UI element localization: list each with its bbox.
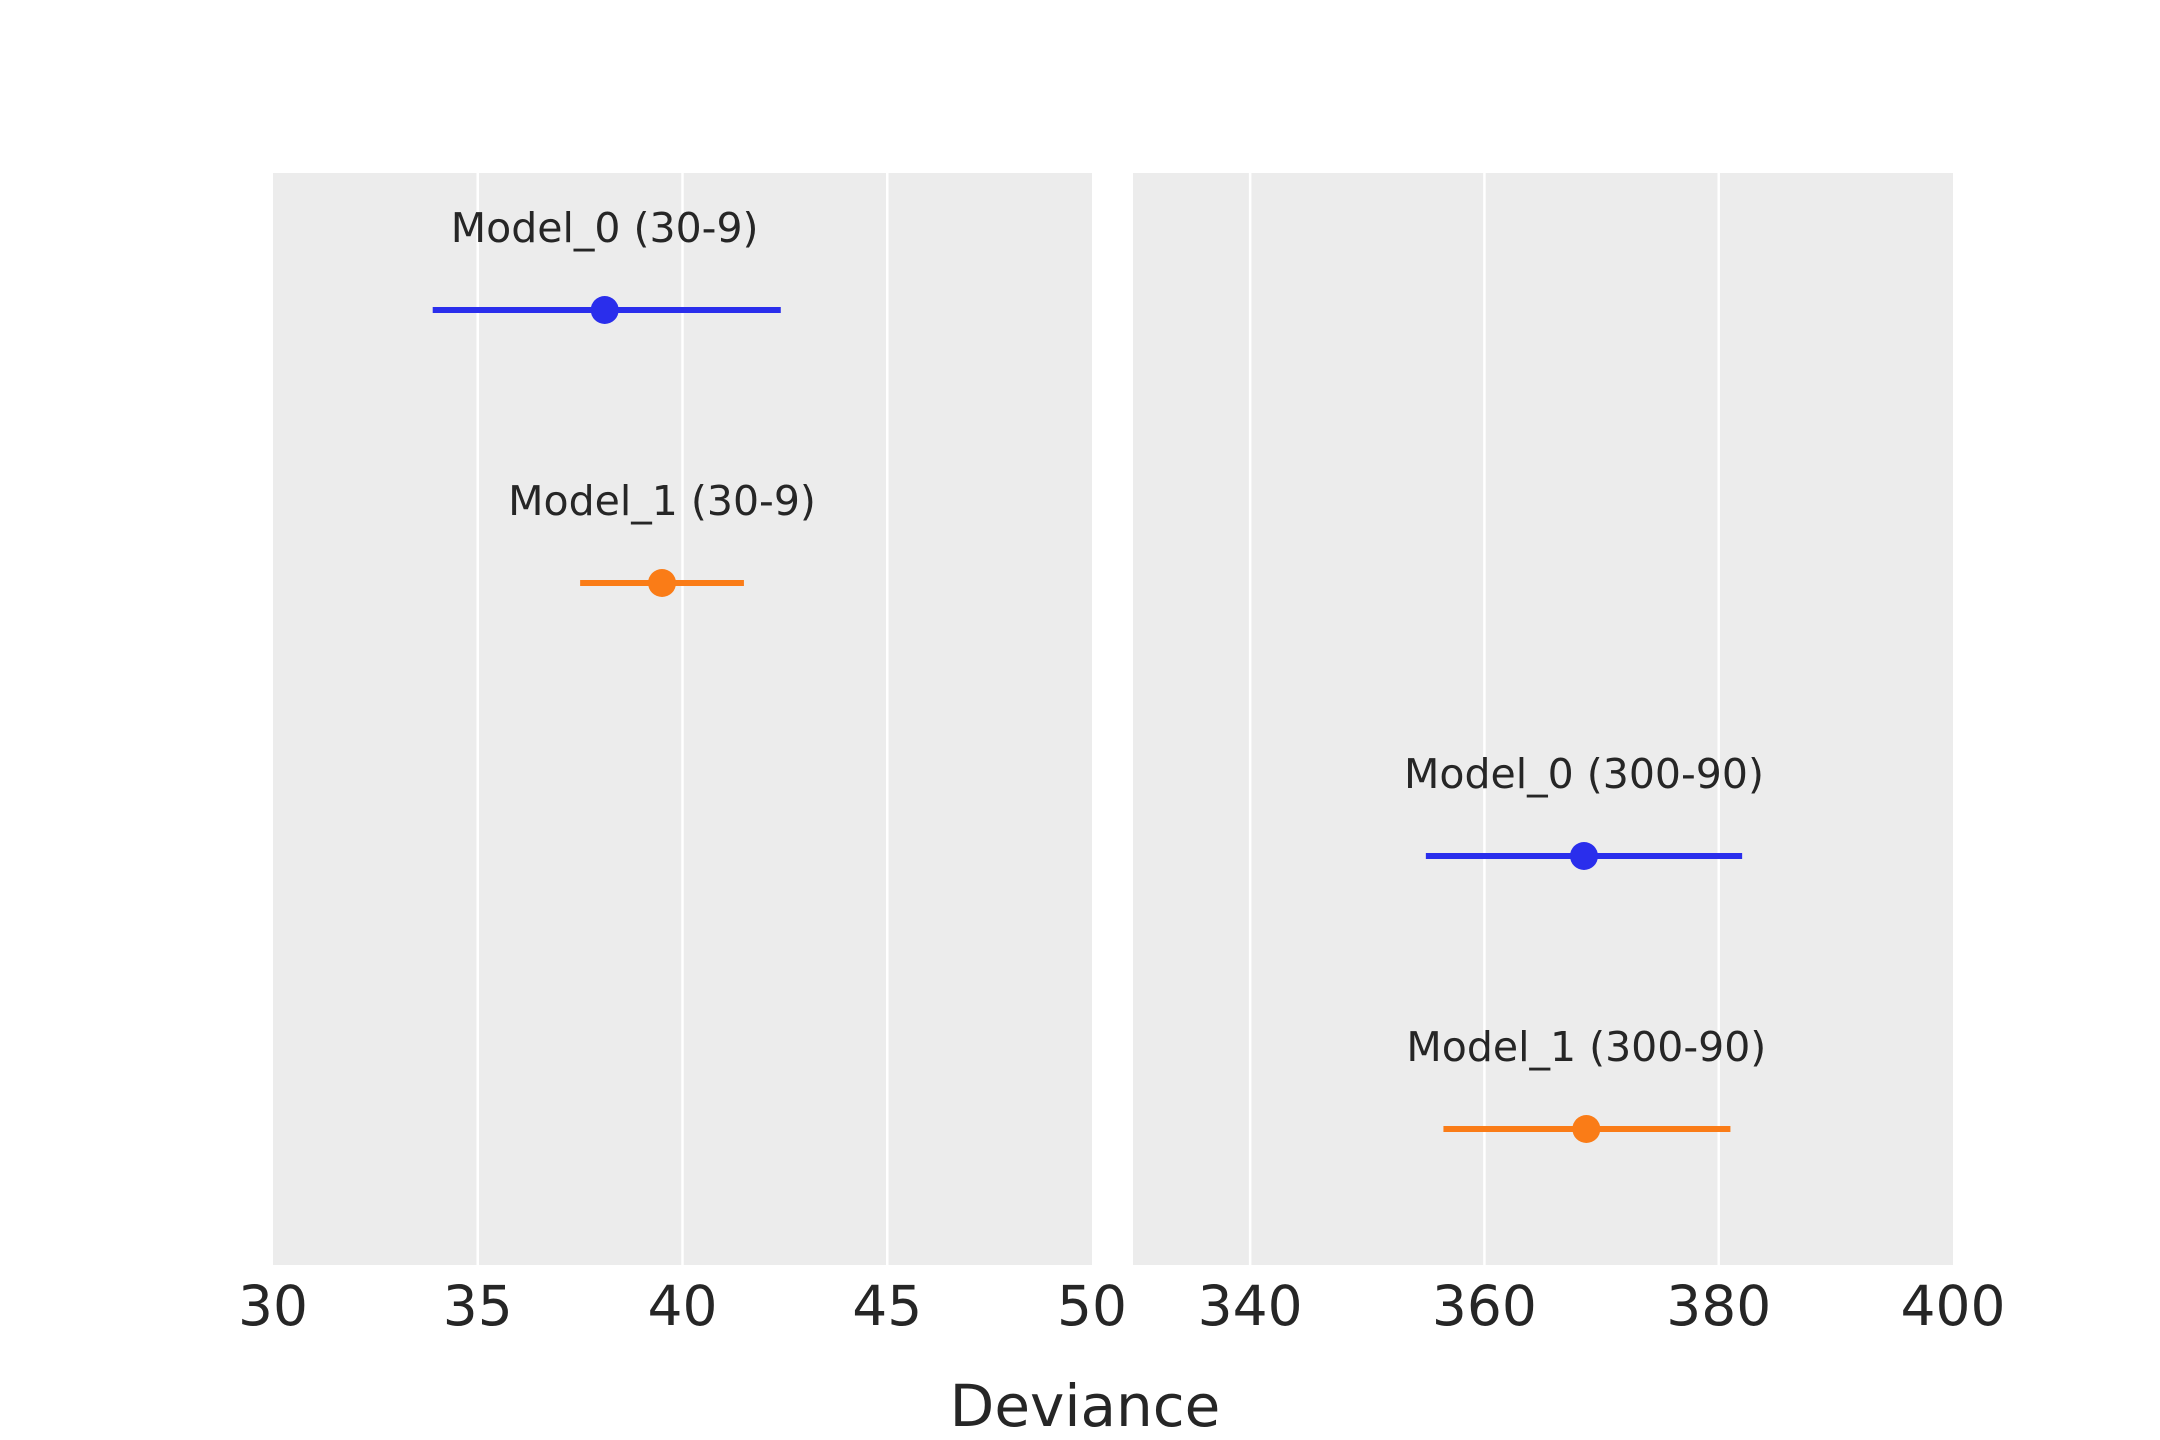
- row-label: Model_0 (30-9): [451, 204, 759, 252]
- row-label: Model_0 (300-90): [1404, 750, 1764, 798]
- point-estimate: [1570, 842, 1598, 870]
- x-axis-title: Deviance: [950, 1372, 1221, 1440]
- x-tick-label: 40: [648, 1274, 718, 1338]
- x-tick-label: 380: [1666, 1274, 1771, 1338]
- x-tick-label: 340: [1198, 1274, 1303, 1338]
- point-estimate: [1572, 1115, 1601, 1143]
- row-label: Model_1 (300-90): [1406, 1023, 1766, 1071]
- x-tick-label: 35: [443, 1274, 513, 1338]
- panel-1: 30 35 40 45 50 Model_0 (30-9) Model_1 (30-9): [238, 173, 1127, 1338]
- x-tick-label: 45: [852, 1274, 922, 1338]
- panel-background: [1133, 173, 1953, 1265]
- x-tick-label: 50: [1057, 1274, 1127, 1338]
- point-estimate: [648, 569, 677, 597]
- x-tick-label: 400: [1901, 1274, 2006, 1338]
- panel-2: 340 360 380 400 Model_0 (300-90) Model_1 (300…: [1133, 173, 2005, 1338]
- point-estimate: [590, 296, 619, 324]
- row-label: Model_1 (30-9): [508, 477, 816, 525]
- x-tick-label: 360: [1432, 1274, 1537, 1338]
- x-tick-label: 30: [238, 1274, 308, 1338]
